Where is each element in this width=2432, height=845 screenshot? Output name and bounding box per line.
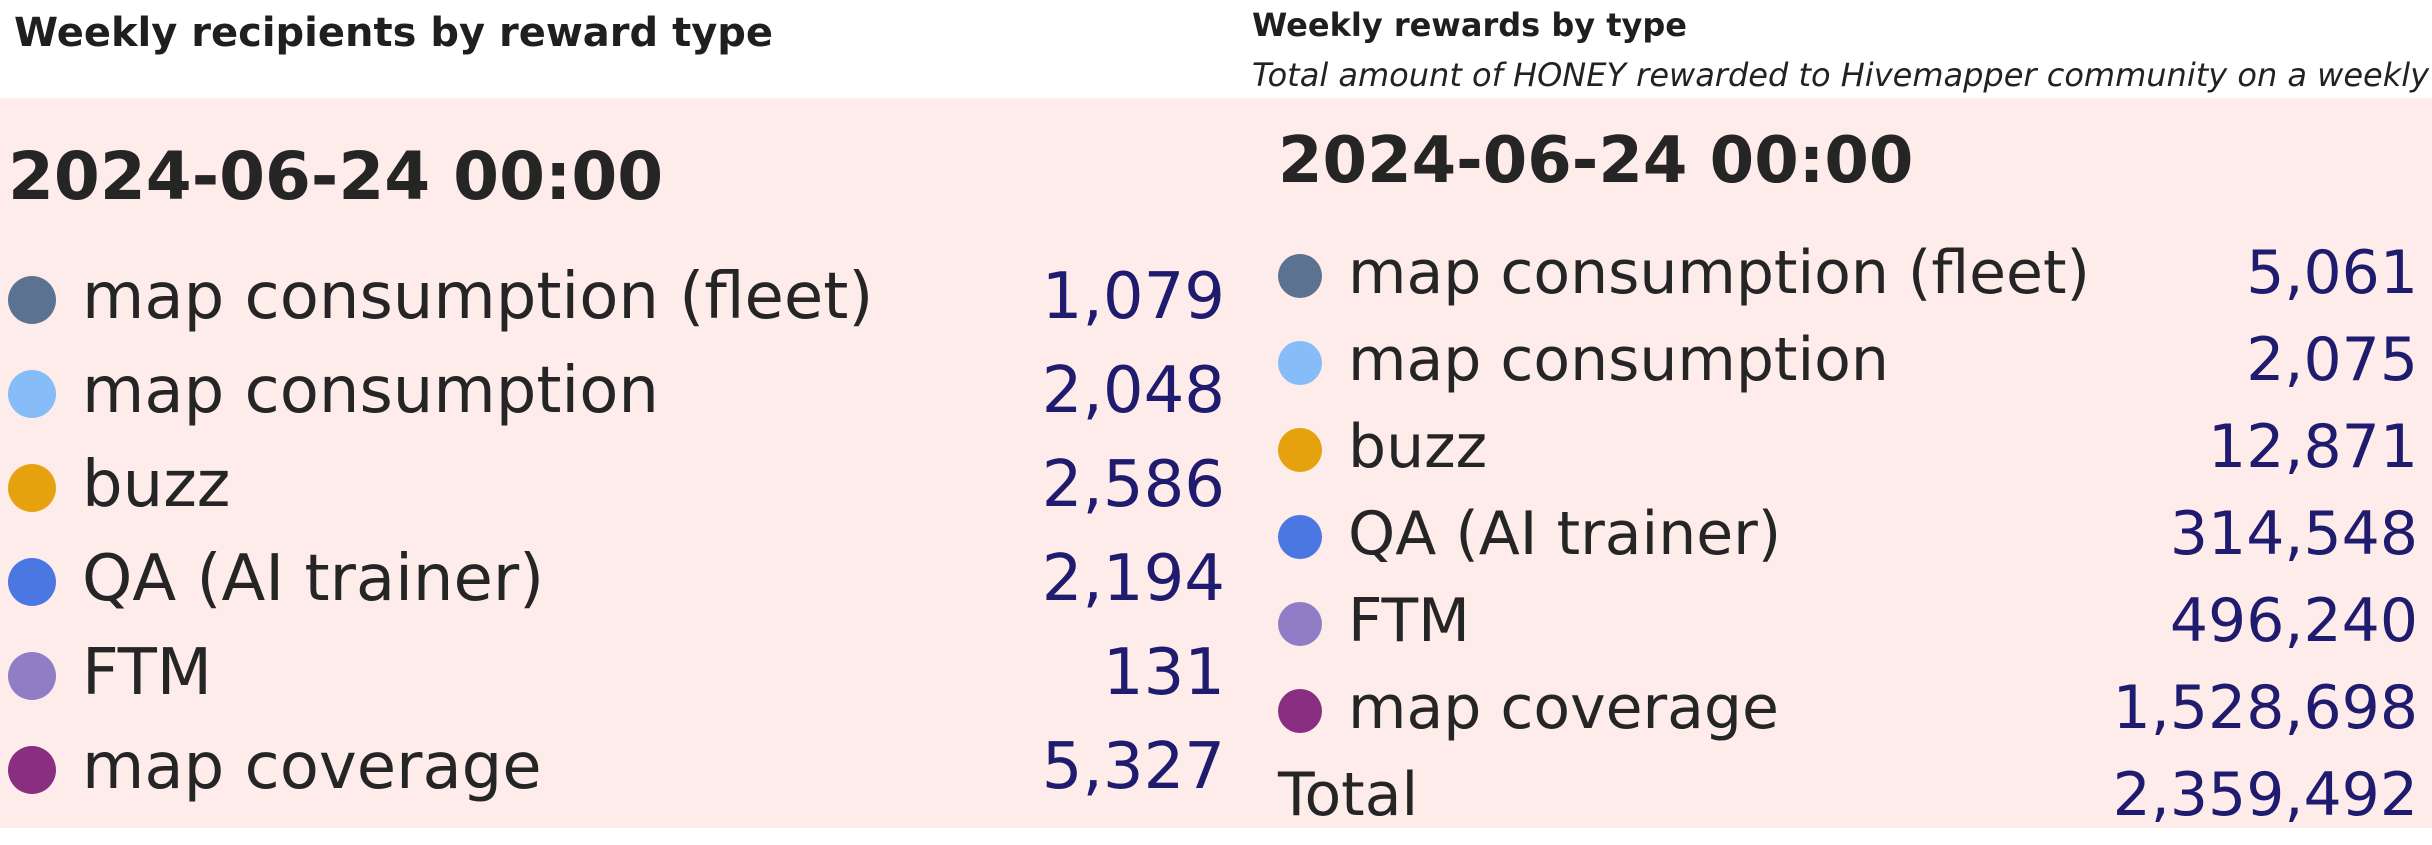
series-value: 2,586 bbox=[1041, 448, 1225, 522]
rewards-tooltip: 2024-06-24 00:00 map consumption (fleet)… bbox=[1240, 98, 2432, 830]
series-color-dot-icon bbox=[8, 652, 56, 700]
series-color-dot-icon bbox=[1278, 428, 1322, 472]
series-color-dot-icon bbox=[8, 370, 56, 418]
rewards-panel-header: Weekly rewards by type Total amount of H… bbox=[1240, 0, 2432, 98]
rewards-chart-title: Weekly rewards by type bbox=[1252, 6, 1687, 44]
series-label: map coverage bbox=[82, 730, 542, 804]
series-row: buzz 2,586 bbox=[0, 446, 1240, 540]
series-label: buzz bbox=[1348, 412, 1488, 482]
series-color-dot-icon bbox=[8, 558, 56, 606]
series-value: 1,079 bbox=[1041, 260, 1225, 334]
series-color-dot-icon bbox=[1278, 689, 1322, 733]
series-color-dot-icon bbox=[8, 464, 56, 512]
series-value: 2,048 bbox=[1041, 354, 1225, 428]
rewards-series-list: map consumption (fleet) 5,061 map consumpt… bbox=[1240, 236, 2432, 845]
series-value: 131 bbox=[1102, 636, 1225, 710]
series-value: 2,194 bbox=[1041, 542, 1225, 616]
series-label: FTM bbox=[1348, 586, 1470, 656]
series-row: QA (AI trainer) 2,194 bbox=[0, 540, 1240, 634]
recipients-chart-title: Weekly recipients by reward type bbox=[14, 10, 774, 56]
series-row: map coverage 1,528,698 bbox=[1240, 671, 2432, 758]
recipients-panel-header: Weekly recipients by reward type bbox=[0, 0, 1240, 98]
series-row: FTM 496,240 bbox=[1240, 584, 2432, 671]
series-label: map coverage bbox=[1348, 673, 1779, 743]
total-row: Total 2,359,492 bbox=[1240, 758, 2432, 845]
series-value: 12,871 bbox=[2208, 412, 2418, 482]
series-row: FTM 131 bbox=[0, 634, 1240, 728]
total-label: Total bbox=[1278, 760, 1419, 830]
series-row: map consumption (fleet) 5,061 bbox=[1240, 236, 2432, 323]
rewards-panel: Weekly rewards by type Total amount of H… bbox=[1240, 0, 2432, 830]
series-row: map consumption (fleet) 1,079 bbox=[0, 258, 1240, 352]
series-row: map consumption 2,075 bbox=[1240, 323, 2432, 410]
series-color-dot-icon bbox=[8, 746, 56, 794]
series-label: map consumption bbox=[82, 354, 659, 428]
series-color-dot-icon bbox=[1278, 254, 1322, 298]
series-row: map coverage 5,327 bbox=[0, 728, 1240, 822]
rewards-chart-subtitle: Total amount of HONEY rewarded to Hivema… bbox=[1252, 56, 2432, 94]
series-color-dot-icon bbox=[1278, 602, 1322, 646]
recipients-panel: Weekly recipients by reward type 2024-06… bbox=[0, 0, 1240, 828]
recipients-tooltip: 2024-06-24 00:00 map consumption (fleet)… bbox=[0, 98, 1240, 828]
rewards-tooltip-date: 2024-06-24 00:00 bbox=[1278, 124, 1914, 198]
series-value: 5,061 bbox=[2246, 238, 2418, 308]
series-value: 5,327 bbox=[1041, 730, 1225, 804]
series-value: 496,240 bbox=[2169, 586, 2418, 656]
series-label: buzz bbox=[82, 448, 231, 522]
series-value: 1,528,698 bbox=[2112, 673, 2418, 743]
series-label: FTM bbox=[82, 636, 212, 710]
recipients-tooltip-date: 2024-06-24 00:00 bbox=[8, 138, 664, 215]
series-label: QA (AI trainer) bbox=[82, 542, 545, 616]
series-value: 2,075 bbox=[2246, 325, 2418, 395]
series-label: map consumption (fleet) bbox=[1348, 238, 2090, 308]
series-value: 314,548 bbox=[2169, 499, 2418, 569]
series-label: map consumption (fleet) bbox=[82, 260, 874, 334]
series-label: map consumption bbox=[1348, 325, 1889, 395]
series-color-dot-icon bbox=[1278, 341, 1322, 385]
series-row: QA (AI trainer) 314,548 bbox=[1240, 497, 2432, 584]
series-color-dot-icon bbox=[1278, 515, 1322, 559]
recipients-series-list: map consumption (fleet) 1,079 map consumpt… bbox=[0, 258, 1240, 822]
series-row: buzz 12,871 bbox=[1240, 410, 2432, 497]
series-label: QA (AI trainer) bbox=[1348, 499, 1782, 569]
series-color-dot-icon bbox=[8, 276, 56, 324]
total-value: 2,359,492 bbox=[2112, 760, 2418, 830]
series-row: map consumption 2,048 bbox=[0, 352, 1240, 446]
